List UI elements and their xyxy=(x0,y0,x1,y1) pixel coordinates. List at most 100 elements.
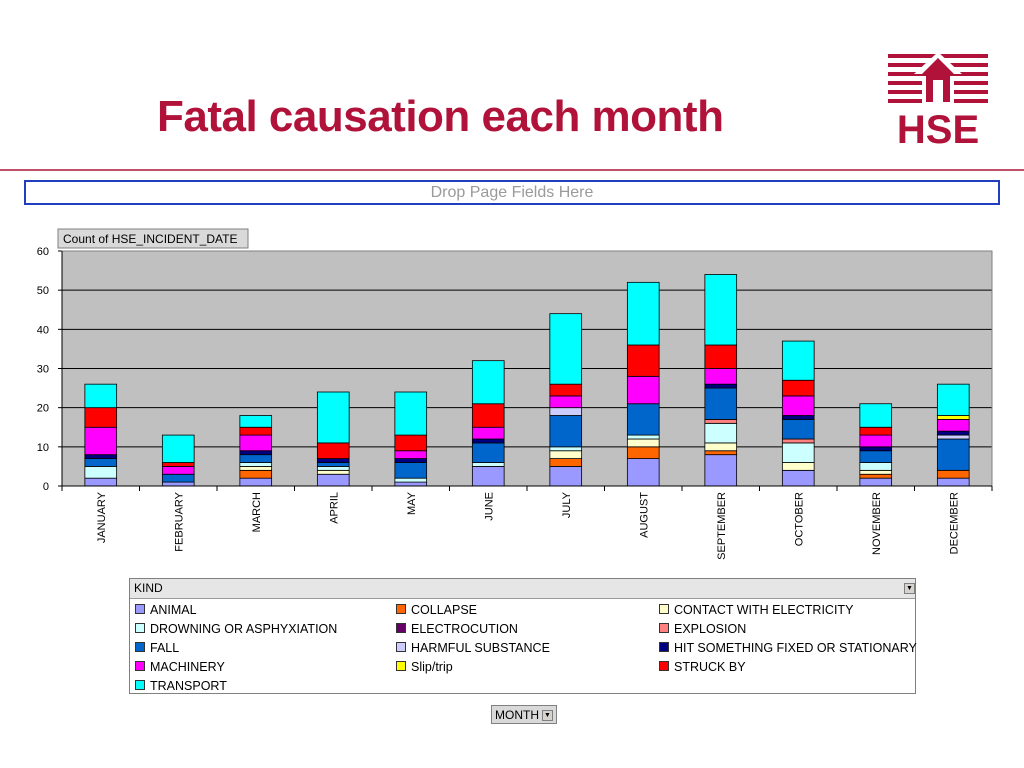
y-tick-label: 40 xyxy=(37,324,49,336)
bar-segment xyxy=(936,438,970,471)
legend-item: COLLAPSE xyxy=(396,603,477,617)
legend-item: EXPLOSION xyxy=(659,622,746,636)
kind-dropdown-arrow-icon[interactable]: ▼ xyxy=(904,583,915,594)
bar-segment xyxy=(471,462,505,467)
x-tick-label: SEPTEMBER xyxy=(716,492,728,560)
month-dropdown-arrow-icon[interactable]: ▼ xyxy=(542,710,553,722)
bar-segment xyxy=(859,477,893,487)
bar-segment xyxy=(84,407,118,428)
bar-segment xyxy=(316,473,350,487)
bar-segment xyxy=(704,422,738,444)
x-tick-label: MARCH xyxy=(251,492,263,532)
bar-segment xyxy=(549,407,583,416)
bar-segment xyxy=(859,462,893,471)
bar-segment xyxy=(781,438,815,444)
legend-swatch xyxy=(659,623,669,633)
stacked-bar-chart: 0 10 20 30 40 50 60 JANUARY FEBRUARY MARCH APRIL MA… xyxy=(37,228,993,560)
bar-segment xyxy=(394,477,428,483)
y-tick-label: 10 xyxy=(37,442,49,454)
bar-segment xyxy=(316,466,350,471)
legend-header[interactable]: KIND ▼ xyxy=(130,579,915,599)
bar-segment xyxy=(394,434,428,452)
legend-swatch xyxy=(396,661,406,671)
x-tick-label: JUNE xyxy=(483,492,495,521)
bar-segment xyxy=(626,434,660,440)
legend-item: MACHINERY xyxy=(135,660,225,674)
bar-segment xyxy=(704,419,738,424)
bar-segment xyxy=(471,442,505,463)
bar-segment xyxy=(936,477,970,487)
bar-segment xyxy=(859,403,893,428)
bar-segment xyxy=(859,426,893,436)
bar-segment xyxy=(471,466,505,487)
bar-segment xyxy=(704,344,738,369)
bar-segment xyxy=(859,434,893,448)
bar-segment xyxy=(239,462,273,467)
legend-item: HIT SOMETHING FIXED OR STATIONARY xyxy=(659,641,917,655)
legend-item: DROWNING OR ASPHYXIATION xyxy=(135,622,337,636)
legend-label: EXPLOSION xyxy=(674,622,747,636)
legend-item: Slip/trip xyxy=(396,660,453,674)
legend-item: TRANSPORT xyxy=(135,679,227,693)
legend-item: ANIMAL xyxy=(135,603,197,617)
bar-segment xyxy=(549,458,583,467)
bar-segment xyxy=(239,415,273,428)
x-tick-label: FEBRUARY xyxy=(173,491,185,551)
month-field-label: MONTH xyxy=(495,708,539,722)
bar-segment xyxy=(704,387,738,420)
measure-field-button[interactable]: Count of HSE_INCIDENT_DATE xyxy=(63,232,238,246)
x-tick-label: AUGUST xyxy=(638,492,650,538)
bar-segment xyxy=(161,473,195,483)
bar-segment xyxy=(626,446,660,459)
legend-label: Slip/trip xyxy=(411,660,453,674)
bar-segment xyxy=(84,426,118,456)
bar-segment xyxy=(316,458,350,463)
legend-swatch xyxy=(135,623,145,633)
bar-segment xyxy=(704,442,738,452)
bar-segment xyxy=(704,274,738,346)
bar-segment xyxy=(394,450,428,459)
legend-title: KIND xyxy=(134,581,163,595)
bar-segment xyxy=(626,458,660,487)
bar-segment xyxy=(626,281,660,346)
month-field-button[interactable]: MONTH ▼ xyxy=(491,705,557,724)
y-tick-label: 30 xyxy=(37,364,49,376)
drop-page-fields-zone[interactable]: Drop Page Fields Here xyxy=(24,180,1000,205)
legend-item: STRUCK BY xyxy=(659,660,746,674)
bar-segment xyxy=(781,419,815,440)
bar-segment xyxy=(239,426,273,436)
x-tick-label: JANUARY xyxy=(96,491,108,543)
x-tick-label: DECEMBER xyxy=(948,492,960,554)
bar-segment xyxy=(316,462,350,467)
x-tick-label: APRIL xyxy=(328,492,340,524)
bar-segment xyxy=(161,466,195,475)
bar-segment xyxy=(626,438,660,448)
bar-segment xyxy=(626,403,660,436)
x-tick-label: JULY xyxy=(561,491,573,518)
legend-label: FALL xyxy=(150,641,180,655)
bar-segment xyxy=(549,395,583,409)
bar-segment xyxy=(781,469,815,487)
legend-swatch xyxy=(396,642,406,652)
chart-legend: KIND ▼ ANIMAL COLLAPSE CONTACT WITH ELECTR… xyxy=(129,578,917,694)
legend-label: MACHINERY xyxy=(150,660,225,674)
legend-label: DROWNING OR ASPHYXIATION xyxy=(150,622,338,636)
bar-segment xyxy=(704,368,738,385)
bar-segment xyxy=(161,434,195,463)
bar-segment xyxy=(936,415,970,420)
logo-house-door xyxy=(933,80,943,102)
bar-segment xyxy=(626,344,660,377)
bar-segment xyxy=(84,466,118,479)
bar-segment xyxy=(161,481,195,487)
legend-swatch xyxy=(396,604,406,614)
x-tick-label: OCTOBER xyxy=(793,492,805,546)
bar-segment xyxy=(859,473,893,479)
legend-label: CONTACT WITH ELECTRICITY xyxy=(674,603,854,617)
legend-item: FALL xyxy=(135,641,179,655)
y-tick-label: 50 xyxy=(37,285,49,297)
bar-segment xyxy=(84,454,118,459)
slide-title: Fatal causation each month xyxy=(157,92,724,141)
legend-swatch xyxy=(135,680,145,690)
bar-segment xyxy=(471,403,505,428)
legend-item: HARMFUL SUBSTANCE xyxy=(396,641,550,655)
